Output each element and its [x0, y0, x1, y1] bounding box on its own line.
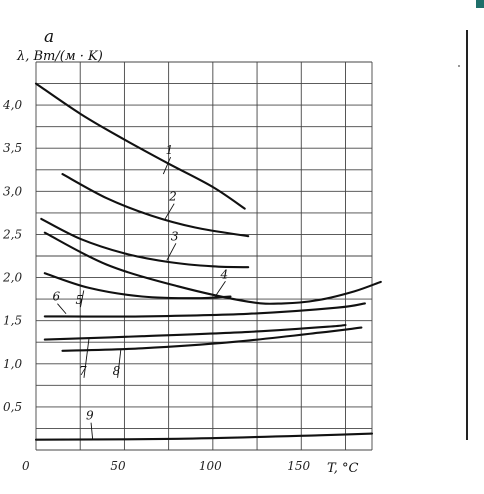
leader-1	[162, 156, 172, 175]
leader-5	[80, 290, 85, 308]
leader-6	[57, 303, 67, 315]
panel-letter: a	[44, 27, 54, 47]
y-tick-label: 3,0	[3, 184, 22, 198]
y-tick-label: 4,0	[2, 98, 22, 112]
y-tick-label: 3,5	[3, 141, 22, 155]
label-leaders	[57, 156, 226, 439]
y-tick-label: 1,5	[3, 314, 22, 328]
scan-dot	[458, 65, 460, 67]
leader-9	[90, 422, 94, 439]
curve-label-4: 4	[219, 267, 228, 281]
curve-6	[43, 302, 366, 318]
curve-label-8: 8	[113, 364, 121, 378]
tick-labels: 4,0 3,5 3,0 2,5 2,0 1,5 1,0 0,5 0 50 100 150	[2, 98, 311, 473]
x-tick-label: 150	[287, 459, 310, 473]
curve-label-5: 5	[75, 293, 83, 307]
curve-4	[43, 231, 382, 305]
x-axis-label: T, °C	[327, 461, 359, 476]
curve-8	[61, 326, 363, 352]
leader-7	[83, 337, 90, 378]
leader-8	[117, 349, 122, 378]
y-tick-label: 0,5	[3, 400, 22, 414]
curve-label-2: 2	[168, 190, 177, 204]
y-axis-label: λ, Вт/(м · K)	[16, 49, 103, 64]
x-tick-label: 100	[199, 459, 222, 473]
curve-label-1: 1	[166, 143, 174, 157]
edge-mark	[476, 0, 484, 8]
x-tick-label: 0	[22, 459, 30, 473]
curve-label-7: 7	[79, 364, 87, 378]
curve-2	[61, 173, 250, 238]
curve-label-6: 6	[52, 290, 60, 304]
x-tick-label: 50	[110, 459, 126, 473]
leader-4	[216, 281, 226, 296]
curve-1	[34, 82, 246, 210]
curve-7	[43, 323, 347, 341]
y-tick-label: 2,0	[2, 271, 22, 285]
curve-9	[34, 432, 374, 441]
curve-3	[40, 217, 250, 269]
y-tick-label: 1,0	[3, 357, 22, 371]
curves	[34, 82, 382, 441]
leader-3	[166, 243, 177, 261]
leader-2	[164, 203, 175, 220]
curve-5	[43, 272, 232, 300]
curve-label-3: 3	[171, 229, 179, 243]
curve-label-9: 9	[86, 409, 94, 423]
y-tick-label: 2,5	[2, 227, 22, 241]
curve-labels: 1 2 3 4 5 6 7 8 9	[52, 143, 228, 423]
